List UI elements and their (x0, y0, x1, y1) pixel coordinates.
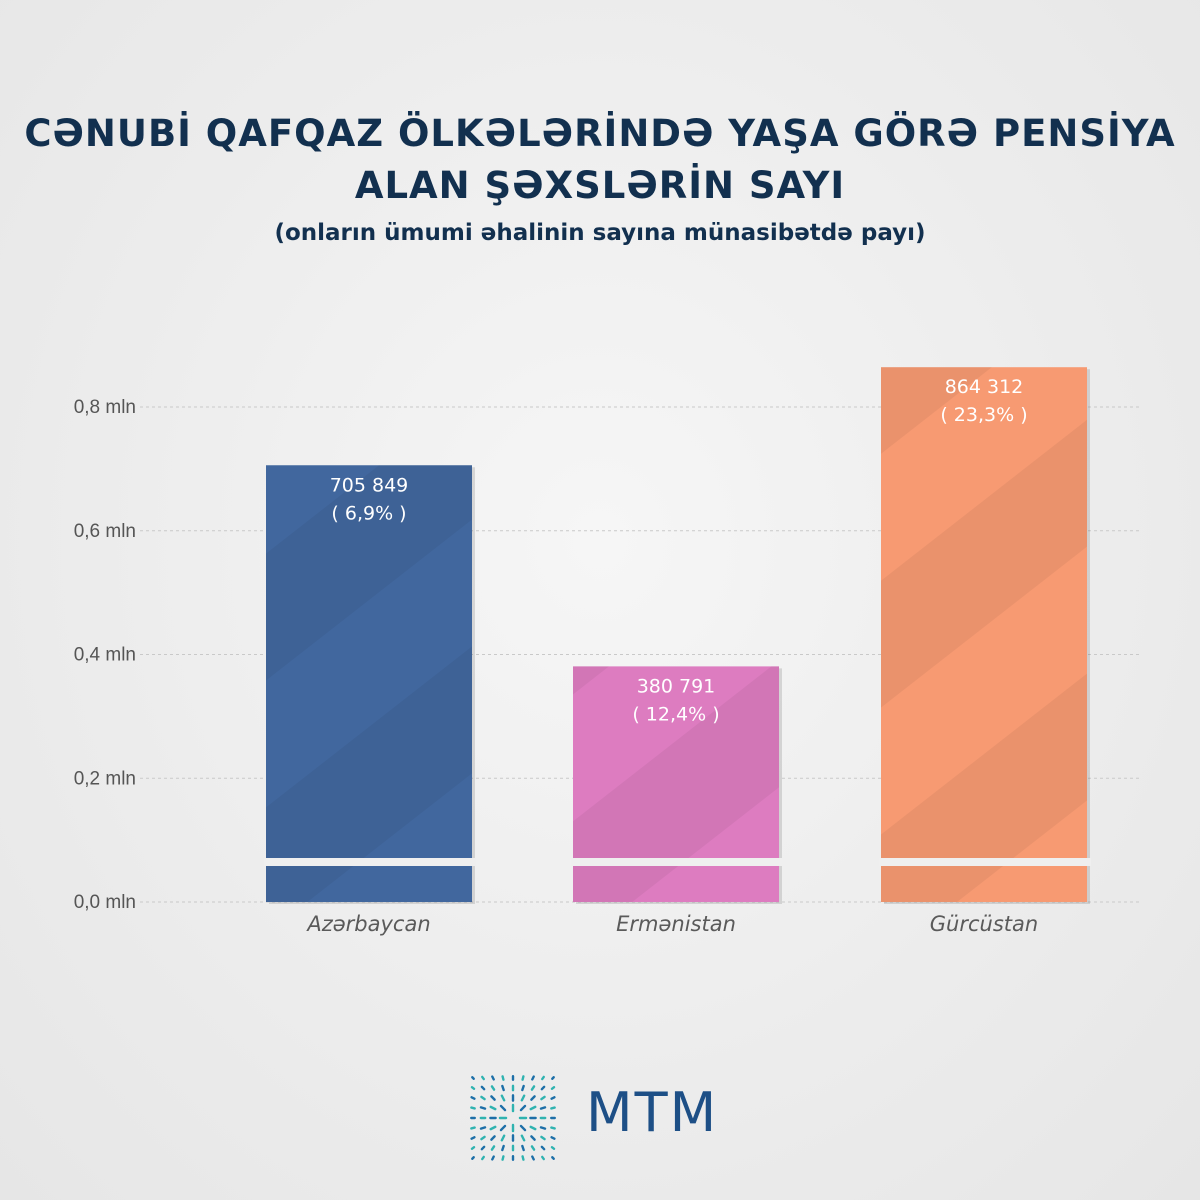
logo-ray (479, 1126, 487, 1130)
data-label-value: 864 312 (945, 376, 1024, 398)
logo-ray (521, 1075, 525, 1081)
logo-ray (529, 1125, 537, 1131)
chart-subtitle: (onların ümumi əhalinin sayına münasibət… (274, 220, 926, 246)
y-tick-label: 0,0 mln (74, 892, 136, 913)
axis-break (264, 858, 476, 866)
data-label-value: 705 849 (330, 474, 409, 496)
logo-ray (551, 1076, 555, 1080)
logo-ray (541, 1155, 545, 1161)
logo-ray (539, 1126, 547, 1130)
y-tick-label: 0,4 mln (74, 645, 136, 666)
chart-title-line-2: ALAN ŞƏXSLƏRİN SAYI (354, 164, 846, 207)
logo-ray (521, 1144, 525, 1152)
y-tick-label: 0,8 mln (74, 397, 136, 418)
logo-ray (489, 1105, 497, 1111)
logo-ray (540, 1095, 546, 1101)
bar-stripes (881, 367, 1087, 903)
logo-ray (530, 1095, 536, 1101)
bars-layer (264, 367, 1091, 905)
logo-ray (550, 1096, 556, 1100)
chart-title-line-1: CƏNUBİ QAFQAZ ÖLKƏLƏRİNDƏ YAŞA GÖRƏ PENS… (24, 112, 1176, 155)
logo-ray (490, 1095, 496, 1101)
logo-ray (550, 1146, 556, 1150)
logo-ray (480, 1085, 486, 1091)
logo-ray (470, 1086, 476, 1090)
logo-ray (550, 1106, 556, 1110)
bar-stripes (573, 666, 779, 902)
logo-ray (470, 1146, 476, 1150)
logo-ray (470, 1106, 476, 1110)
logo-ray (470, 1096, 476, 1100)
logo-ray (490, 1145, 496, 1151)
x-category-label: Ermənistan (616, 912, 736, 936)
logo-ray (501, 1144, 505, 1152)
logo-ray (519, 1104, 527, 1112)
logo-ray (489, 1125, 497, 1131)
logo-ray (480, 1145, 486, 1151)
logo-text: MTM (586, 1081, 719, 1144)
logo-ray (470, 1126, 476, 1130)
logo-ray (470, 1136, 476, 1140)
logo-ray (500, 1094, 506, 1102)
data-label-value: 380 791 (637, 675, 716, 697)
data-label-share: ( 6,9% ) (331, 502, 406, 524)
logo-ray (550, 1086, 556, 1090)
logo-ray (501, 1084, 505, 1092)
y-tick-label: 0,2 mln (74, 768, 136, 789)
logo-ray (490, 1135, 496, 1141)
logo-ray (530, 1145, 536, 1151)
logo-ray (541, 1075, 545, 1081)
logo-ray (550, 1136, 556, 1140)
bar-group (571, 666, 783, 904)
chart-header: CƏNUBİ QAFQAZ ÖLKƏLƏRİNDƏ YAŞA GÖRƏ PENS… (0, 108, 1200, 250)
logo-ray (551, 1156, 555, 1160)
logo-ray (491, 1075, 495, 1081)
labels-layer: 0,0 mln 0,2 mln 0,4 mln 0,6 mln 0,8 mln 705 8… (74, 376, 1039, 936)
logo-ray (501, 1075, 505, 1081)
logo-ray (501, 1155, 505, 1161)
logo-ray (520, 1094, 526, 1102)
logo-ray (499, 1104, 507, 1112)
logo-ray (540, 1135, 546, 1141)
axis-break (571, 858, 783, 866)
logo-ray (480, 1135, 486, 1141)
bar-group (879, 367, 1091, 905)
logo-ray (550, 1126, 556, 1130)
data-label-share: ( 12,4% ) (632, 703, 719, 725)
logo-ray (479, 1106, 487, 1110)
logo-ray (531, 1155, 535, 1161)
logo-ray (540, 1145, 546, 1151)
bar-group (264, 465, 476, 904)
data-label-share: ( 23,3% ) (940, 404, 1027, 426)
logo-ray (499, 1124, 507, 1132)
logo-ray (500, 1134, 506, 1142)
logo-ray (531, 1075, 535, 1081)
logo-ray (520, 1134, 526, 1142)
logo-ray (529, 1105, 537, 1111)
logo-ray (480, 1095, 486, 1101)
logo-ray (491, 1155, 495, 1161)
logo-ray (481, 1075, 485, 1081)
logo-ray (490, 1085, 496, 1091)
starburst-grid-icon (470, 1075, 556, 1161)
y-tick-label: 0,6 mln (74, 521, 136, 542)
axis-break (879, 858, 1091, 866)
logo-ray (530, 1085, 536, 1091)
logo-ray (521, 1155, 525, 1161)
logo-ray (471, 1156, 475, 1160)
logo-ray (519, 1124, 527, 1132)
logo-ray (530, 1135, 536, 1141)
logo-ray (540, 1085, 546, 1091)
logo-ray (481, 1155, 485, 1161)
mtm-logo: MTM (468, 1073, 738, 1163)
x-category-label: Gürcüstan (930, 912, 1038, 936)
logo-ray (471, 1076, 475, 1080)
logo-ray (539, 1106, 547, 1110)
x-category-label: Azərbaycan (305, 912, 430, 936)
logo-ray (521, 1084, 525, 1092)
bar-stripes (266, 465, 472, 902)
